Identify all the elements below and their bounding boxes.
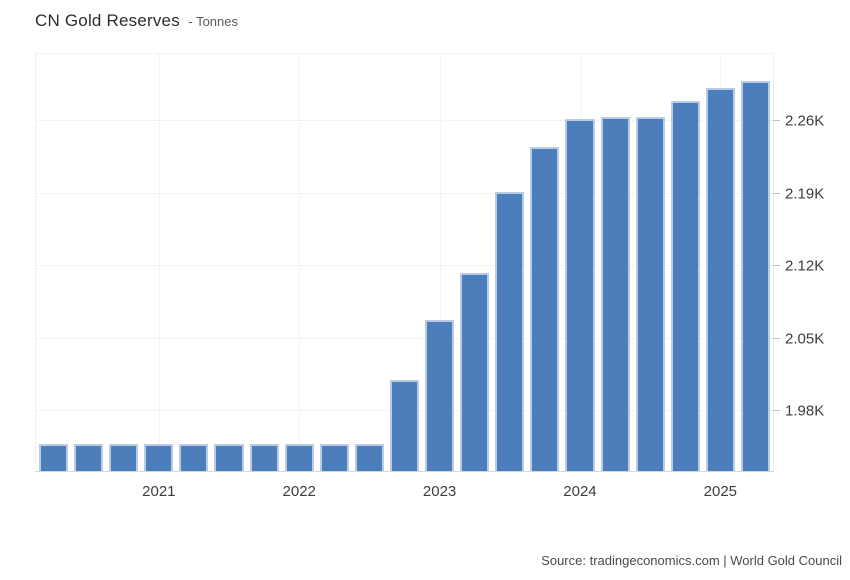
x-axis-label: 2021 [142,483,176,500]
bar-q2-2020 [38,444,69,471]
y-axis-label: 2.12K [785,257,825,275]
bar-q3-2020 [74,444,104,471]
bar-q2-2022 [319,444,349,471]
y-tick-mark [773,120,780,122]
bar-q3-2022 [354,444,384,471]
chart-title: CN Gold Reserves [35,11,180,30]
bar-q1-2022 [284,444,314,471]
plot-area: 1.98K 2.05K 2.12K 2.19K 2.26K 2021 2022 2023 202… [35,53,824,500]
y-axis-label: 2.19K [785,185,825,203]
x-axis-label: 2022 [282,483,316,500]
bar-q2-2024 [600,117,630,471]
y-gridline [36,265,773,267]
bar-q3-2021 [214,444,244,471]
bar-q1-2025 [705,88,735,471]
x-axis-label: 2024 [563,483,597,500]
chart-subtitle: - Tonnes [188,14,239,29]
y-tick-mark [773,265,780,267]
y-gridline [36,120,773,122]
bar-q4-2022 [389,379,420,471]
bar-q1-2021 [144,444,174,471]
y-axis-label: 2.26K [785,112,825,130]
bar-q2-2025 [740,80,770,471]
bar-q3-2024 [635,117,665,471]
x-gridline [439,54,441,471]
bar-q1-2024 [565,119,595,471]
source-note: Source: tradingeconomics.com | World Gol… [541,553,842,568]
bar-q1-2023 [425,319,455,471]
y-axis-label: 2.05K [785,330,825,348]
bar-q4-2024 [670,100,700,471]
bar-q4-2020 [109,444,139,471]
y-axis-label: 1.98K [785,402,825,420]
x-axis-label: 2023 [422,483,457,500]
x-axis-label: 2025 [703,483,738,500]
bar-q2-2023 [460,273,490,471]
bar-q4-2021 [249,444,279,471]
x-gridline [158,54,160,471]
chart-header: CN Gold Reserves - Tonnes [35,11,238,31]
bar-q2-2021 [179,444,209,471]
y-tick-mark [773,337,780,339]
bar-q4-2023 [530,147,560,471]
y-tick-mark [773,192,780,194]
y-gridline [36,192,773,194]
x-gridline [299,54,301,471]
y-tick-mark [773,409,780,411]
bar-q3-2023 [495,191,525,471]
y-gridline [36,337,773,339]
